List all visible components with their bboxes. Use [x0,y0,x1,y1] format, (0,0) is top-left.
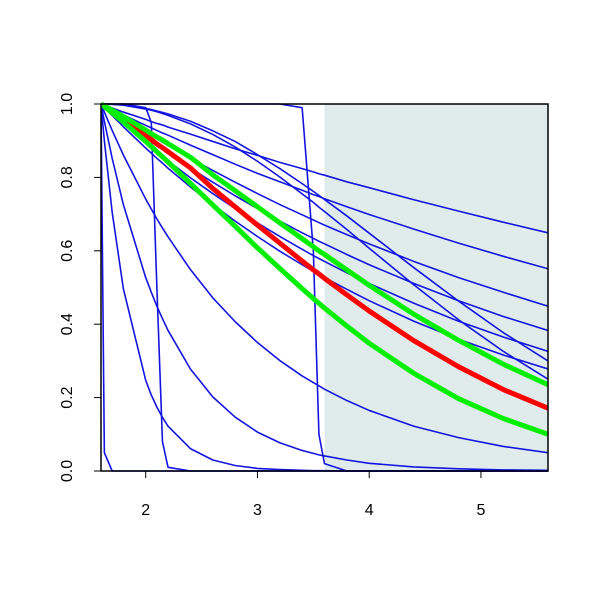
y-tick-label: 0.4 [59,313,76,335]
series-line [101,103,548,454]
series-line [101,103,548,370]
series-line [101,101,548,411]
y-tick-label: 0.0 [59,460,76,482]
y-tick-label: 0.8 [59,166,76,188]
shaded-region [324,104,548,471]
series-line [101,103,548,380]
series-line [101,102,548,437]
x-tick-label: 5 [476,502,485,519]
series-line [101,101,548,388]
series-line [101,103,548,270]
series-line [101,103,548,234]
series-line [101,103,548,472]
x-tick-label: 2 [141,502,150,519]
y-tick-label: 0.6 [59,240,76,262]
x-tick-label: 4 [365,502,374,519]
y-tick-label: 0.2 [59,386,76,408]
plot-frame [100,103,549,472]
x-tick-label: 3 [253,502,262,519]
y-tick-label: 1.0 [59,93,76,115]
